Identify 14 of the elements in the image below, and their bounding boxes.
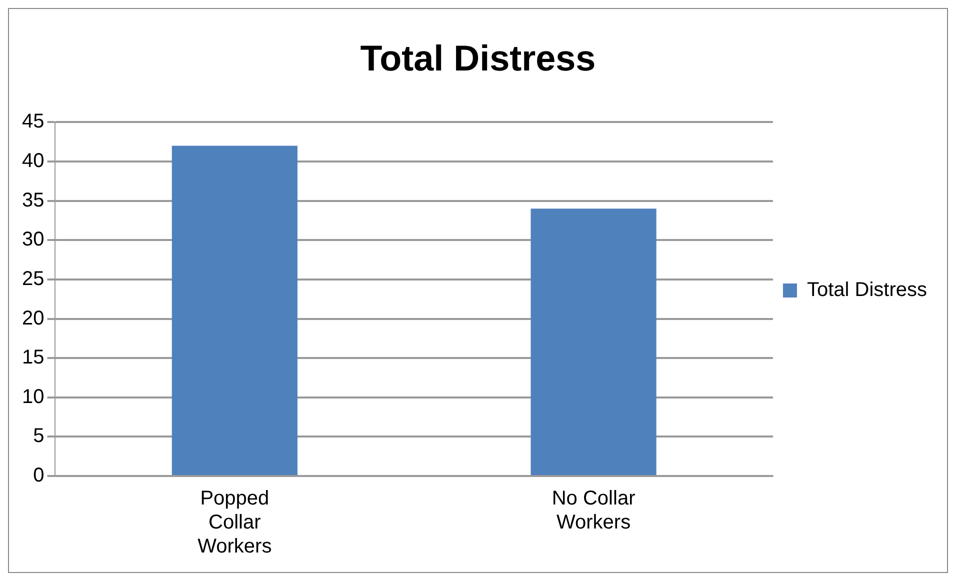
x-tick-label: No Collar Workers — [552, 488, 636, 534]
y-tick-label: 40 — [22, 150, 44, 172]
y-tick-label: 10 — [22, 386, 44, 408]
y-tick-label: 0 — [33, 464, 44, 487]
y-tick-label: 35 — [22, 189, 44, 212]
y-tick-label: 20 — [22, 307, 44, 330]
chart-title: Total Distress — [360, 38, 596, 79]
y-tick-label: 15 — [22, 346, 44, 369]
y-tick-label: 25 — [22, 268, 44, 290]
y-tick-label: 30 — [22, 228, 44, 251]
x-tick-label: Popped Collar Workers — [198, 488, 272, 558]
y-tick-label: 5 — [33, 425, 44, 448]
y-tick-label: 45 — [22, 110, 44, 133]
legend-label: Total Distress — [806, 279, 927, 302]
